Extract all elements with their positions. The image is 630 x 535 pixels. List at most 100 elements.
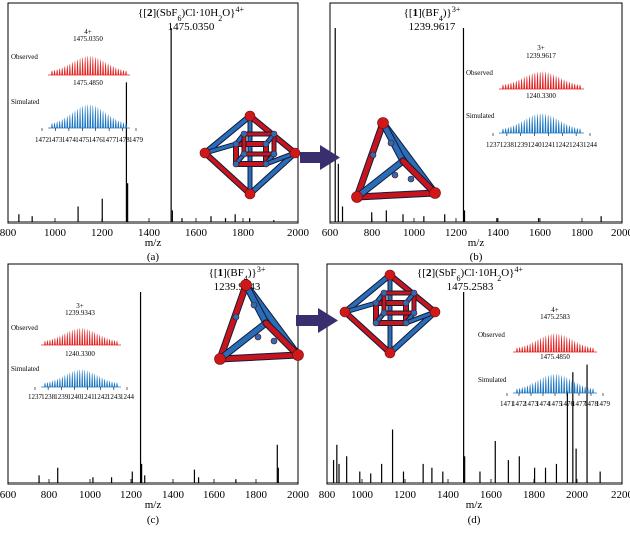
cube-cage-illustration: [199, 110, 301, 200]
simulated-isotope-peak: [518, 388, 521, 393]
cage-node: [270, 150, 278, 158]
cage-node: [351, 191, 363, 203]
simulated-isotope-peak: [584, 386, 587, 393]
simulated-isotope-peak: [88, 371, 91, 387]
simulated-isotope-peak: [94, 105, 97, 128]
cage-rod: [400, 158, 438, 196]
observed-isotope-peak: [81, 57, 84, 75]
simulated-isotope-peak: [531, 382, 534, 393]
simulated-isotope-peak: [579, 384, 581, 393]
x-tick-label: 1000: [79, 489, 102, 501]
simulated-isotope-peak: [516, 388, 518, 393]
simulated-isotope-peak: [108, 380, 111, 387]
observed-isotope-peak: [592, 347, 594, 352]
cage-node: [244, 188, 256, 200]
panel-a-spectrum: [8, 28, 298, 222]
simulated-isotope-peak: [44, 382, 46, 387]
observed-isotope-peak: [573, 340, 576, 352]
observed-isotope-peak: [44, 340, 46, 345]
observed-isotope-peak: [103, 337, 106, 345]
observed-isotope-peak: [107, 63, 110, 75]
simulated-isotope-peak: [49, 381, 51, 387]
simulated-isotope-peak: [101, 377, 103, 387]
simulated-isotope-peak: [86, 370, 89, 387]
cage-rod: [343, 273, 392, 314]
simulated-isotope-peak: [573, 381, 576, 393]
panel-c: 600 800 1000 1200 1400 1600 1800 2000 {[1](BF4)…: [0, 263, 310, 526]
simulated-isotope-peak: [544, 113, 547, 133]
cage-node: [339, 306, 351, 318]
cage-node: [250, 301, 258, 309]
simulated-isotope-peak: [552, 116, 555, 133]
simulated-isotope-peak: [58, 120, 61, 128]
simulated-isotope-peak: [104, 112, 107, 128]
panel-a-observed-label: Observed: [11, 53, 38, 61]
simulated-isotope-peak: [117, 120, 120, 128]
simulated-isotope-peak: [84, 105, 87, 128]
formula-part: )Cl·10H: [461, 267, 498, 279]
simulated-isotope-peak: [111, 381, 113, 387]
panel-a-x-axis: 800 1000 1200 1400 1600 1800 2000: [0, 218, 310, 239]
observed-isotope-peak: [557, 77, 560, 89]
observed-isotope-peak: [518, 347, 521, 352]
simulated-isotope-peak: [547, 114, 550, 133]
inset-tick-label: 1239: [54, 393, 69, 401]
cage-node: [199, 147, 211, 159]
x-tick-label: 600: [322, 227, 339, 239]
x-tick-label: 2200: [611, 489, 630, 501]
observed-isotope-peak: [529, 343, 531, 352]
observed-isotope-peak: [542, 336, 545, 352]
panel-b-observed-label: Observed: [466, 69, 493, 77]
observed-isotope-peak: [102, 60, 104, 75]
inset-tick-label: 1479: [129, 136, 144, 144]
inset-tick-label: 1478: [584, 400, 599, 408]
observed-isotope-peak: [86, 56, 89, 75]
observed-isotope-peak: [97, 58, 99, 75]
simulated-isotope-peak: [536, 113, 539, 133]
simulated-isotope-peak: [523, 119, 526, 133]
inset-tick-label: 1474: [536, 400, 551, 408]
cage-rod: [388, 310, 437, 355]
observed-isotope-peak: [61, 67, 64, 75]
simulated-isotope-peak: [589, 388, 592, 393]
simulated-isotope-peak: [122, 122, 125, 128]
simulated-isotope-peak: [116, 382, 118, 387]
panel-b-spectrum: [330, 28, 622, 222]
panel-a-inset-charge: 4+: [84, 28, 92, 36]
inset-tick-label: 1473: [524, 400, 539, 408]
simulated-isotope-peak: [46, 382, 49, 387]
observed-isotope-peak: [523, 77, 526, 89]
observed-isotope-peak: [109, 64, 112, 75]
simulated-isotope-peak: [71, 371, 74, 387]
formula-part: 2: [147, 7, 153, 19]
inset-tick-label: 1242: [555, 141, 570, 149]
cage-rod: [263, 320, 301, 358]
observed-isotope-peak: [79, 58, 81, 75]
panel-a-observed-mz: 1475.0350: [73, 35, 103, 43]
inset-tick-label: 1472: [512, 400, 527, 408]
simulated-isotope-peak: [68, 372, 71, 387]
x-tick-label: 1800: [523, 489, 546, 501]
inset-tick-label: 1237: [486, 141, 501, 149]
panel-b-peak-label: 1239.9617: [409, 21, 456, 33]
formula-part: 4+: [514, 265, 523, 274]
formula-part: O}: [501, 267, 514, 279]
simulated-isotope-peak: [78, 369, 81, 387]
observed-isotope-peak: [51, 70, 53, 75]
simulated-isotope-peak: [555, 374, 558, 393]
x-tick-label: 1800: [571, 227, 594, 239]
x-tick-label: 1800: [245, 489, 268, 501]
panel-c-spectrum: [8, 292, 298, 483]
simulated-isotope-peak: [68, 114, 71, 128]
inset-tick-label: 1241: [541, 141, 556, 149]
panel-a-frame: [7, 2, 299, 224]
cage-node: [244, 110, 256, 122]
cage-node: [380, 309, 388, 317]
simulated-isotope-peak: [120, 121, 122, 128]
cage-node: [262, 140, 270, 148]
x-tick-label: 1000: [403, 227, 426, 239]
observed-isotope-peak: [589, 347, 592, 352]
simulated-isotope-peak: [112, 117, 115, 128]
observed-isotope-peak: [531, 73, 534, 89]
